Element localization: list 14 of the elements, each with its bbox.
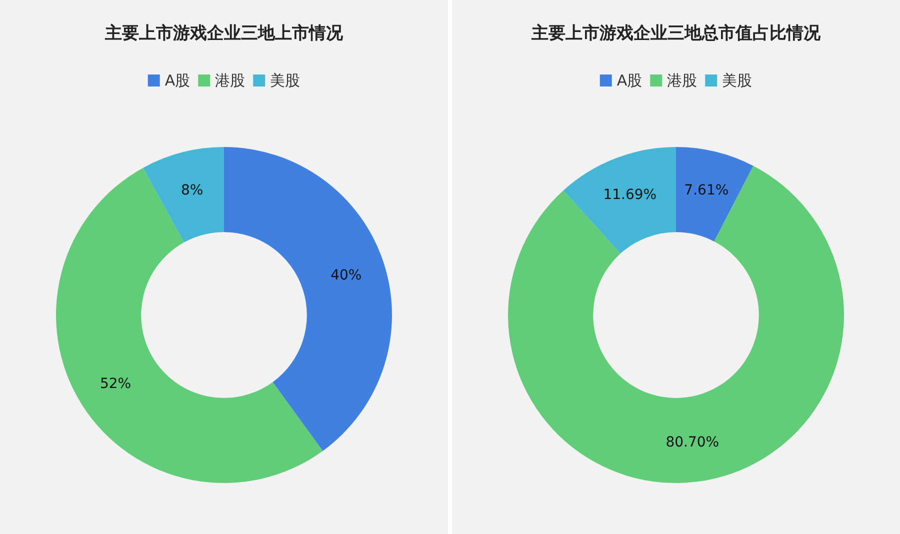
data-label: 8% xyxy=(180,182,204,199)
data-label: 80.70% xyxy=(666,434,720,450)
data-label: 7.61% xyxy=(684,182,729,198)
legend-label: A股 xyxy=(164,72,190,90)
chart-title: 主要上市游戏企业三地上市情况 xyxy=(104,24,344,44)
chart-title: 主要上市游戏企业三地总市值占比情况 xyxy=(530,24,822,44)
legend-label: A股 xyxy=(616,72,642,90)
legend-label: 港股 xyxy=(667,72,698,90)
data-label: 40% xyxy=(330,267,362,284)
data-label: 11.69% xyxy=(603,187,657,204)
legend-label: 港股 xyxy=(215,72,246,90)
data-label: 52% xyxy=(100,376,132,392)
legend-label: 美股 xyxy=(270,72,300,90)
legend-label: 美股 xyxy=(722,72,752,90)
